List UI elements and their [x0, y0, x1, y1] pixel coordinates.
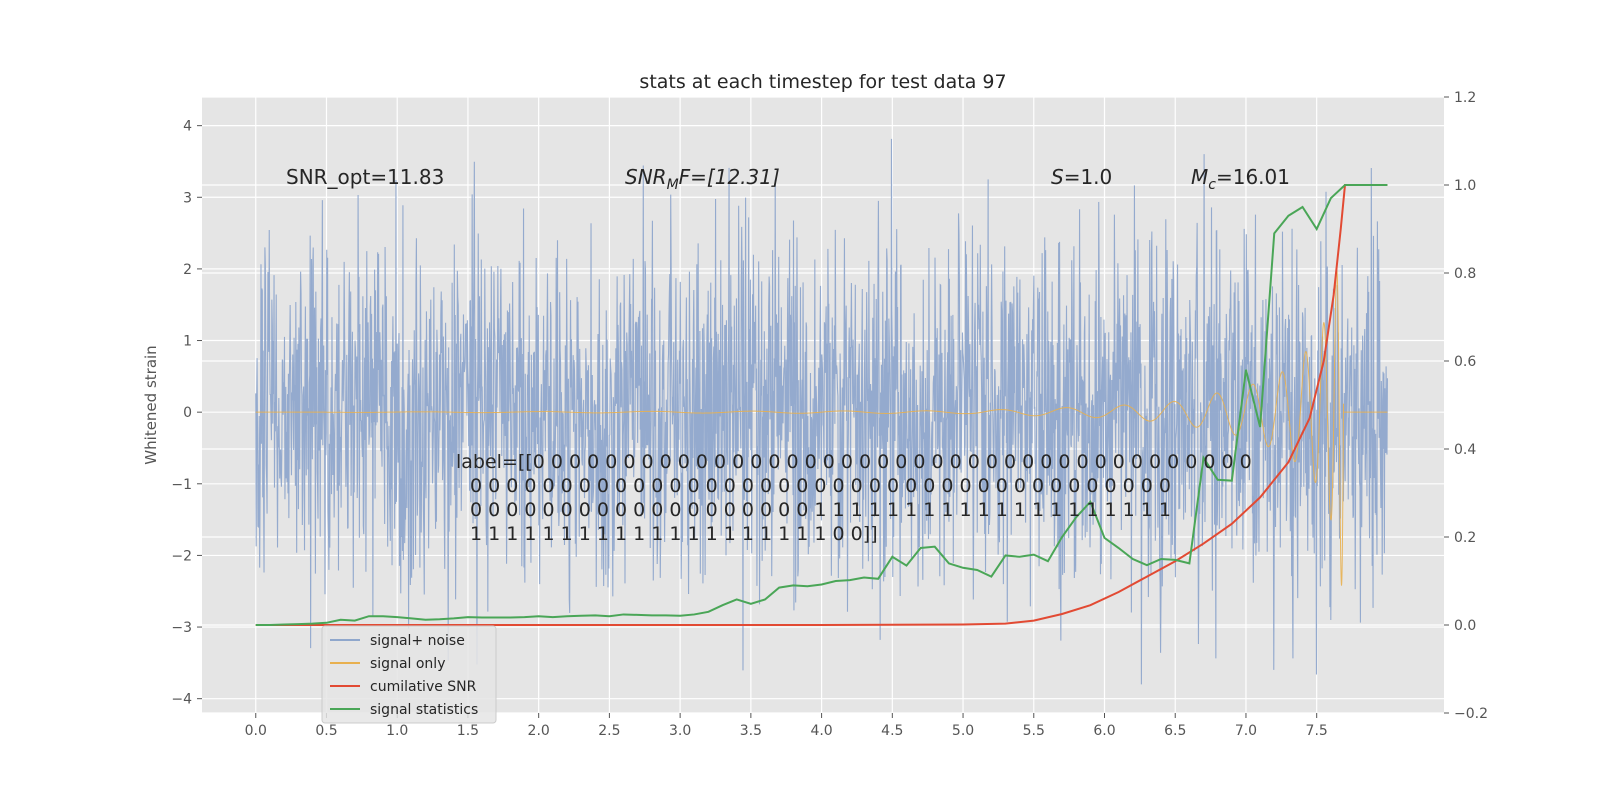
y-tick-label: 4 — [183, 119, 192, 135]
annotation-snr-mf-suffix: F=[12.31] — [679, 165, 780, 189]
series-signal-statistics — [255, 184, 1388, 626]
x-tick-label: 2.5 — [598, 723, 620, 739]
y2-tick-label: 0.6 — [1454, 354, 1476, 370]
x-axis: 0.0 0.5 1.0 1.5 2.0 2.5 3.0 3.5 4.0 4.5 5.0 5.5 6.0 6… — [245, 713, 1328, 739]
legend-label-signal-only: signal only — [370, 656, 445, 672]
x-tick-label: 5.0 — [952, 723, 974, 739]
x-tick-label: 7.0 — [1235, 723, 1257, 739]
annotation-snr-mf: SNRMF=[12.31] — [625, 165, 780, 193]
legend-label-signal-statistics: signal statistics — [370, 702, 478, 718]
annotation-s-prefix: S — [1051, 165, 1064, 189]
annotation-snr-mf-prefix: SNR — [625, 165, 667, 189]
y-tick-label: 0 — [183, 405, 192, 421]
annotation-label-line-3: 0 0 0 0 0 0 0 0 0 0 0 0 0 0 0 0 0 0 0 1 … — [470, 499, 1171, 521]
legend-label-cumulative-snr: cumilative SNR — [370, 679, 477, 695]
x-tick-label: 2.0 — [528, 723, 550, 739]
x-tick-label: 6.5 — [1164, 723, 1186, 739]
y-tick-label: 1 — [183, 334, 192, 350]
y-tick-label: −1 — [171, 477, 192, 493]
y-tick-label: 3 — [183, 190, 192, 206]
chart-title: stats at each timestep for test data 97 — [639, 71, 1006, 93]
x-tick-label: 5.5 — [1023, 723, 1045, 739]
series-signal-only — [255, 267, 1388, 586]
y2-tick-label: 1.2 — [1454, 90, 1476, 106]
y-tick-label: −3 — [171, 620, 192, 636]
legend-label-signal-noise: signal+ noise — [370, 633, 465, 649]
annotation-s-suffix: =1.0 — [1064, 165, 1113, 189]
y2-tick-label: 0.8 — [1454, 266, 1476, 282]
annotation-mc-prefix: M — [1191, 165, 1208, 189]
series-layer — [255, 138, 1388, 685]
y-axis-left: 4 3 2 1 0 −1 −2 −3 −4 — [171, 119, 202, 708]
y-axis-right: 1.2 1.0 0.8 0.6 0.4 0.2 0.0 −0.2 — [1444, 90, 1488, 722]
x-tick-label: 1.5 — [457, 723, 479, 739]
legend-box — [321, 625, 497, 724]
legend: signal+ noise signal only cumilative SNR… — [321, 625, 497, 724]
y-tick-label: −2 — [171, 548, 192, 564]
annotation-mc-sub: c — [1208, 177, 1216, 193]
y2-tick-label: 0.0 — [1454, 618, 1476, 634]
annotation-mc-suffix: =16.01 — [1216, 165, 1290, 189]
x-tick-label: 3.0 — [669, 723, 691, 739]
y-tick-label: −4 — [171, 692, 192, 708]
x-tick-label: 1.0 — [386, 723, 408, 739]
x-tick-label: 0.0 — [245, 723, 267, 739]
grid — [202, 96, 1444, 714]
x-tick-label: 0.5 — [315, 723, 337, 739]
annotations: SNR_opt=11.83 SNRMF=[12.31] S=1.0 Mc=16.… — [286, 165, 1290, 545]
annotation-snr-mf-sub: M — [667, 177, 679, 193]
y2-tick-label: 0.2 — [1454, 530, 1476, 546]
x-tick-label: 6.0 — [1093, 723, 1115, 739]
x-tick-label: 7.5 — [1306, 723, 1328, 739]
y2-tick-label: 1.0 — [1454, 178, 1476, 194]
series-cumulative-snr — [255, 184, 1388, 626]
annotation-mc: Mc=16.01 — [1191, 165, 1290, 193]
series-signal-noise — [255, 138, 1388, 685]
y2-tick-label: −0.2 — [1454, 706, 1488, 722]
annotation-s: S=1.0 — [1051, 165, 1112, 189]
y-tick-label: 2 — [183, 262, 192, 278]
annotation-snr-opt: SNR_opt=11.83 — [286, 165, 444, 189]
y2-tick-label: 0.4 — [1454, 442, 1476, 458]
annotation-label-line-1: label=[[0 0 0 0 0 0 0 0 0 0 0 0 0 0 0 0 … — [456, 451, 1252, 473]
annotation-label-line-4: 1 1 1 1 1 1 1 1 1 1 1 1 1 1 1 1 1 1 1 1 … — [470, 523, 878, 545]
annotation-label-line-2: 0 0 0 0 0 0 0 0 0 0 0 0 0 0 0 0 0 0 0 0 … — [470, 475, 1171, 497]
x-tick-label: 3.5 — [740, 723, 762, 739]
y-axis-label: Whitened strain — [142, 345, 160, 464]
x-tick-label: 4.5 — [881, 723, 903, 739]
x-tick-label: 4.0 — [810, 723, 832, 739]
